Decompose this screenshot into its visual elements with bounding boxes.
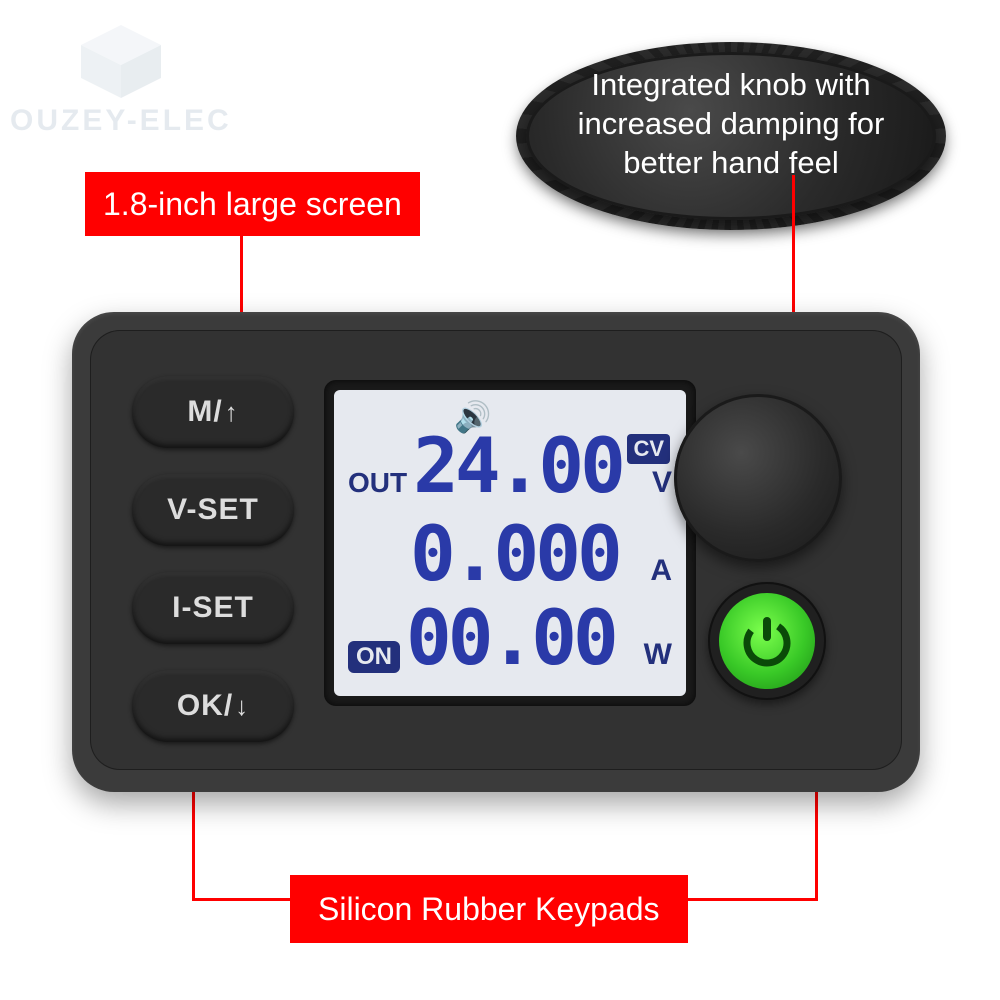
lcd-row-voltage: OUT 24.00 V — [348, 432, 672, 500]
lcd-value: 24.00 — [413, 432, 622, 500]
cube-icon — [66, 20, 176, 100]
brand-name: OUZEY-ELEC — [10, 104, 232, 137]
lcd-value: 00.00 — [406, 604, 615, 672]
lcd-value: 0.000 — [410, 520, 619, 588]
lcd-frame: 🔊 CV OUT 24.00 V 0.000 A ON 00.00 — [324, 380, 696, 706]
lcd-row-power: ON 00.00 W — [348, 604, 672, 673]
callout-keypads-text: Silicon Rubber Keypads — [318, 891, 660, 927]
button-column: M/↑ V-SET I-SET OK/↓ — [132, 376, 294, 742]
lcd-unit: A — [650, 554, 672, 588]
power-button[interactable] — [708, 582, 826, 700]
lcd-unit: W — [644, 638, 672, 672]
callout-keypads: Silicon Rubber Keypads — [290, 875, 688, 943]
lcd-unit: V — [652, 466, 672, 500]
button-label: OK/ — [177, 689, 233, 723]
stage: OUZEY-ELEC OUZEY-ELEC 1.8-inch large scr… — [0, 0, 1000, 1000]
callout-screen-text: 1.8-inch large screen — [103, 186, 402, 222]
connector-line — [192, 898, 292, 901]
rotary-knob[interactable] — [674, 394, 842, 562]
lcd-label: ON — [348, 641, 400, 673]
button-ok[interactable]: OK/↓ — [132, 670, 294, 742]
lcd-row-current: 0.000 A — [348, 520, 672, 588]
button-label: I-SET — [172, 591, 254, 625]
callout-knob: Integrated knob with increased damping f… — [526, 52, 936, 220]
button-m[interactable]: M/↑ — [132, 376, 294, 448]
power-ring — [719, 593, 815, 689]
arrow-down-icon: ↓ — [235, 691, 249, 722]
connector-line — [680, 898, 818, 901]
button-label: M/ — [187, 395, 222, 429]
power-icon — [737, 611, 797, 671]
device-body: M/↑ V-SET I-SET OK/↓ 🔊 CV OUT — [72, 312, 920, 792]
button-label: V-SET — [167, 493, 259, 527]
lcd-screen: 🔊 CV OUT 24.00 V 0.000 A ON 00.00 — [334, 390, 686, 696]
button-vset[interactable]: V-SET — [132, 474, 294, 546]
arrow-up-icon: ↑ — [225, 397, 239, 428]
callout-knob-text: Integrated knob with increased damping f… — [578, 67, 885, 180]
brand-logo: OUZEY-ELEC — [10, 20, 232, 138]
callout-screen: 1.8-inch large screen — [85, 172, 420, 236]
device-inner: M/↑ V-SET I-SET OK/↓ 🔊 CV OUT — [90, 330, 902, 770]
lcd-label: OUT — [348, 467, 407, 499]
button-iset[interactable]: I-SET — [132, 572, 294, 644]
